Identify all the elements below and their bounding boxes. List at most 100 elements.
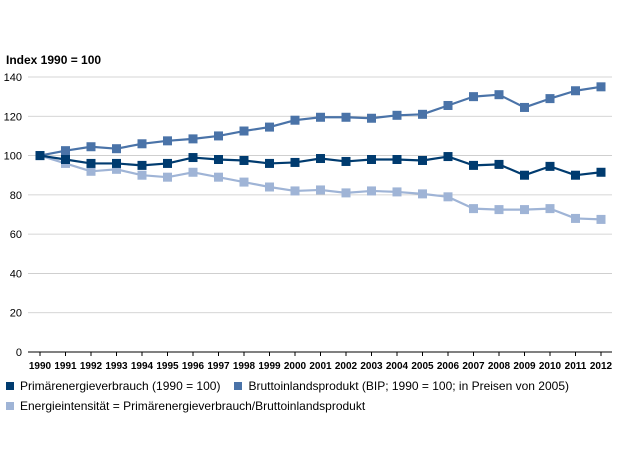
data-point [392,155,402,164]
x-tick-label: 2000 [284,361,307,372]
data-point [545,204,555,214]
x-tick-label: 2006 [437,361,460,372]
data-point [316,154,325,164]
data-point [239,126,249,136]
x-tick-label: 2008 [488,361,511,372]
data-point [571,170,580,180]
data-point [418,189,427,199]
x-tick-label: 2005 [411,361,434,372]
data-point [86,142,96,152]
data-point [367,186,376,196]
x-tick-label: 2009 [513,361,536,372]
data-point [443,100,453,110]
data-point [214,172,223,182]
y-tick-label: 120 [4,111,22,123]
x-tick-label: 1995 [156,361,179,372]
data-point [596,214,606,224]
data-point [520,102,529,112]
data-point [239,155,249,165]
data-point [418,109,427,119]
legend-item-primaerenergieverbrauch: Primärenergieverbrauch (1990 = 100) [6,376,220,396]
data-point [137,160,147,170]
x-tick-label: 2007 [462,361,485,372]
data-point [86,166,96,176]
data-point [188,134,198,144]
data-point [265,182,274,192]
data-point [520,205,529,215]
data-point [35,151,45,161]
legend: Primärenergieverbrauch (1990 = 100) Brut… [6,376,583,416]
x-tick-label: 1999 [258,361,281,372]
y-tick-label: 80 [10,190,22,202]
x-tick-label: 1994 [131,361,154,372]
legend-row-2: Energieintensität = Primärenergieverbrau… [6,396,583,416]
legend-item-energieintensitaet: Energieintensität = Primärenergieverbrau… [6,396,365,416]
x-tick-label: 1993 [105,361,128,372]
legend-row-1: Primärenergieverbrauch (1990 = 100) Brut… [6,376,583,396]
legend-swatch-icon [6,382,14,390]
data-point [112,164,121,174]
data-point [316,185,325,195]
data-point [469,204,478,214]
y-tick-label: 20 [10,308,22,320]
x-tick-label: 1998 [233,361,256,372]
x-tick-label: 2011 [565,361,587,372]
x-tick-label: 1992 [80,361,103,372]
data-point [520,170,529,180]
x-tick-label: 1990 [29,361,52,372]
data-point [163,158,172,168]
y-tick-label: 60 [10,229,22,241]
data-point [112,144,121,154]
data-point [341,156,351,166]
data-point [494,205,504,215]
y-axis-title: Index 1990 = 100 [6,53,101,67]
data-point [494,159,504,169]
data-point [61,146,70,156]
legend-label: Bruttoinlandsprodukt (BIP; 1990 = 100; i… [248,379,569,393]
data-point [188,167,198,177]
data-point [341,112,351,122]
data-point [392,187,402,197]
x-tick-label: 2003 [360,361,383,372]
data-point [571,213,580,223]
y-tick-label: 100 [4,151,22,163]
data-point [392,110,402,120]
data-point [290,157,300,167]
legend-label: Energieintensität = Primärenergieverbrau… [20,399,366,413]
data-point [469,160,478,170]
x-tick-label: 1996 [182,361,205,372]
data-point [545,94,555,104]
data-point [443,192,453,202]
data-point [61,155,70,164]
data-point [596,167,606,177]
data-point [341,188,351,198]
data-point [188,153,198,163]
x-tick-label: 1997 [207,361,230,372]
legend-swatch-icon [234,382,243,390]
data-point [418,155,427,165]
data-point [163,172,172,182]
data-point [137,139,147,149]
x-tick-label: 2012 [590,361,613,372]
data-point [571,86,580,96]
y-tick-label: 40 [10,268,22,280]
data-point [214,131,223,141]
data-point [163,136,172,146]
x-tick-label: 2010 [539,361,562,372]
y-axis: 0 20 40 60 80 100 120 140 [4,72,22,359]
data-point [316,112,325,122]
x-tick-label: 2002 [335,361,358,372]
data-point [265,158,274,168]
data-point [469,92,478,102]
plot-area [35,82,606,224]
y-tick-label: 0 [16,347,22,359]
x-tick-label: 1991 [54,361,77,372]
x-axis: 1990 1991 1992 1993 1994 1995 1996 1997 1998 1999… [29,352,613,372]
data-point [596,82,606,92]
data-point [137,170,147,180]
data-point [239,177,249,187]
data-point [214,155,223,164]
legend-label: Primärenergieverbrauch (1990 = 100) [20,379,221,393]
data-point [265,122,274,132]
